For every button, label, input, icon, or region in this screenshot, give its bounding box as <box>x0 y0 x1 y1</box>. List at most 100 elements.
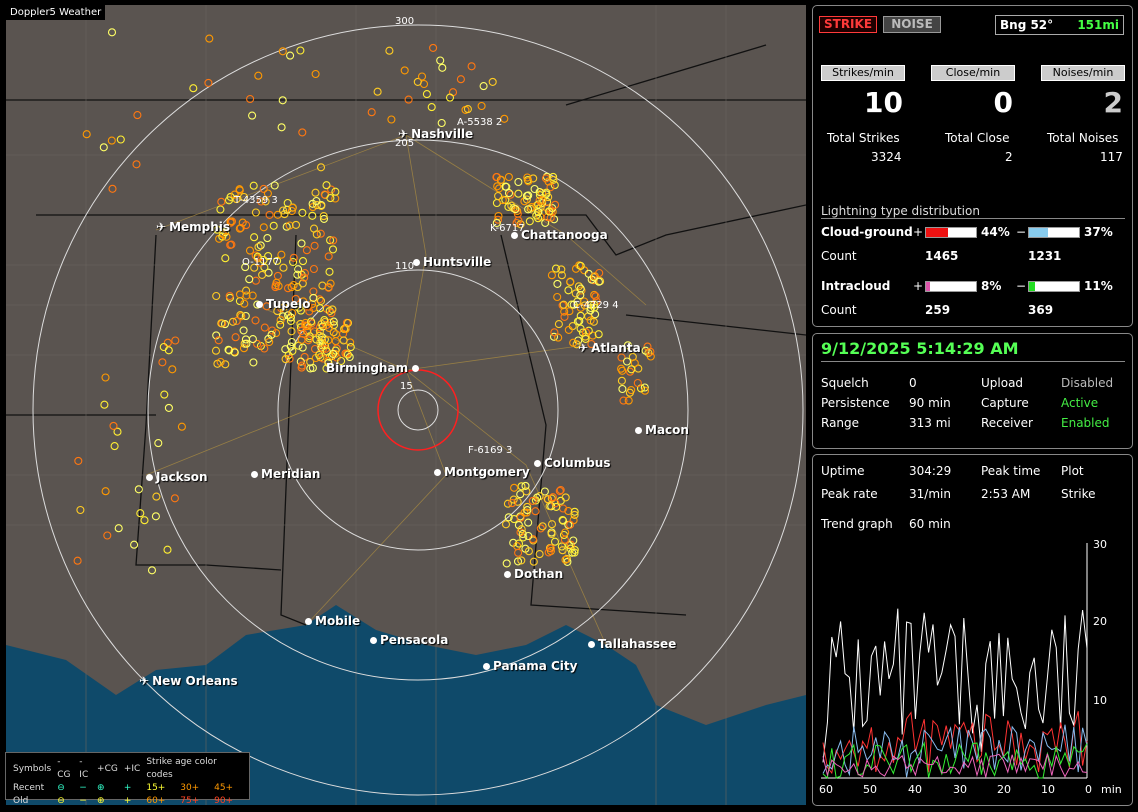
strike-marker <box>529 557 538 566</box>
minus-sign: − <box>1016 225 1027 239</box>
strike-marker <box>317 319 326 329</box>
city-tallahassee[interactable]: Tallahassee <box>588 637 676 651</box>
city-atlanta[interactable]: ✈ Atlanta <box>578 341 641 355</box>
city-new-orleans[interactable]: ✈ New Orleans <box>139 674 238 688</box>
strike-marker <box>241 263 250 272</box>
strike-marker <box>514 189 523 198</box>
city-nashville[interactable]: ✈ Nashville <box>398 127 474 141</box>
strike-marker <box>76 505 85 515</box>
city-tupelo[interactable]: Tupelo <box>256 297 311 311</box>
noise-button[interactable]: NOISE <box>883 16 941 33</box>
plot-value[interactable]: Strike <box>1061 487 1096 501</box>
strike-marker <box>241 311 250 321</box>
strike-marker <box>113 427 122 436</box>
capture-value[interactable]: Active <box>1061 396 1099 410</box>
receiver-value[interactable]: Enabled <box>1061 416 1110 430</box>
city-huntsville[interactable]: Huntsville <box>413 255 491 269</box>
strike-marker <box>566 277 575 286</box>
legend-symbols-label: Symbols <box>13 763 52 774</box>
ic-pos-count: 259 <box>925 303 951 317</box>
storm-label[interactable]: C-4729 4 <box>573 300 619 311</box>
city-mobile[interactable]: Mobile <box>305 614 360 628</box>
strike-marker <box>513 497 522 506</box>
range-value[interactable]: 313 mi <box>909 416 951 430</box>
strike-marker <box>590 272 599 281</box>
storm-label[interactable]: A-5538 2 <box>457 117 503 128</box>
minus-sign: − <box>1016 279 1027 293</box>
storm-label[interactable]: F-6169 3 <box>468 445 513 456</box>
strike-marker <box>549 175 558 184</box>
strike-marker <box>249 358 258 367</box>
persistence-value[interactable]: 90 min <box>909 396 951 410</box>
strike-marker <box>550 181 559 190</box>
strike-marker <box>329 349 338 358</box>
strike-status-panel: STRIKE NOISE Bng 52° 151mi Strikes/min C… <box>812 5 1133 327</box>
ring-label-300: 300 <box>395 16 415 27</box>
strike-marker <box>581 334 590 343</box>
squelch-value[interactable]: 0 <box>909 376 917 390</box>
strike-marker <box>557 265 566 274</box>
strike-marker <box>168 365 177 374</box>
strike-marker <box>248 335 257 344</box>
strike-marker <box>212 331 221 340</box>
lightning-map[interactable]: Doppler5 Weather <box>6 5 806 805</box>
strike-marker <box>286 313 295 322</box>
range-rings <box>32 24 804 796</box>
city-macon[interactable]: Macon <box>635 423 689 437</box>
city-montgomery[interactable]: Montgomery <box>434 465 530 479</box>
city-meridian[interactable]: Meridian <box>251 467 320 481</box>
strike-marker <box>270 181 279 190</box>
strike-marker <box>618 384 627 394</box>
storm-label[interactable]: T-4359 3 <box>234 195 278 206</box>
strike-marker <box>521 481 530 490</box>
storm-label[interactable]: O-1177 <box>242 257 280 268</box>
city-columbus[interactable]: Columbus <box>534 456 611 470</box>
strike-button[interactable]: STRIKE <box>819 16 877 33</box>
strike-marker <box>329 236 338 245</box>
upload-value[interactable]: Disabled <box>1061 376 1114 390</box>
strike-marker <box>522 487 531 496</box>
strike-marker <box>524 205 533 214</box>
strike-marker <box>493 182 502 191</box>
strike-marker <box>312 201 321 210</box>
age-code: 15+ <box>146 783 166 793</box>
strike-marker <box>544 193 553 202</box>
city-dothan[interactable]: Dothan <box>504 567 563 581</box>
city-panama-city[interactable]: Panama City <box>483 659 577 673</box>
strike-marker <box>134 485 143 494</box>
strike-marker <box>559 300 568 309</box>
strike-marker <box>311 69 320 79</box>
total-strikes-label: Total Strikes <box>827 131 900 145</box>
strike-marker <box>260 323 269 332</box>
strike-marker <box>304 302 313 311</box>
map-background <box>6 5 806 805</box>
city-memphis[interactable]: ✈ Memphis <box>156 220 231 234</box>
strike-marker <box>573 317 582 326</box>
city-birmingham[interactable]: Birmingham <box>326 361 422 375</box>
receiver-label: Receiver <box>981 416 1033 430</box>
strike-marker <box>99 143 108 152</box>
airport-icon: ✈ <box>578 341 589 355</box>
strike-marker <box>254 242 263 252</box>
strike-marker <box>544 548 553 557</box>
city-pensacola[interactable]: Pensacola <box>370 633 448 647</box>
city-jackson[interactable]: Jackson <box>146 470 208 484</box>
city-dot-icon <box>305 618 312 625</box>
city-chattanooga[interactable]: Chattanooga <box>511 228 608 242</box>
strike-marker <box>623 341 632 350</box>
strike-marker <box>300 352 309 361</box>
strike-marker <box>400 66 409 75</box>
strike-marker <box>283 284 293 293</box>
storm-label[interactable]: K-6717 <box>490 223 525 234</box>
strike-marker <box>327 309 336 318</box>
cloud-ground-label: Cloud-ground <box>821 225 913 239</box>
strike-marker <box>242 286 251 295</box>
strike-marker <box>218 232 227 241</box>
strike-marker <box>312 230 321 239</box>
strike-marker <box>216 205 225 214</box>
trend-graph-value[interactable]: 60 min <box>909 517 951 531</box>
strike-marker <box>298 343 307 352</box>
strike-marker <box>324 336 333 345</box>
strike-marker <box>151 512 160 521</box>
strike-marker <box>328 245 338 254</box>
